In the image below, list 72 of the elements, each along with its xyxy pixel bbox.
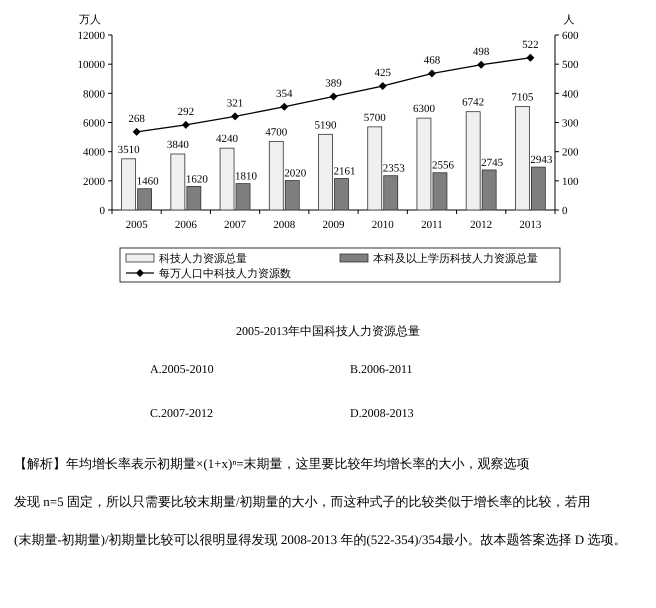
point xyxy=(231,112,240,120)
data-label: 321 xyxy=(226,97,244,110)
data-label: 468 xyxy=(424,54,441,66)
legend-label: 每万人口中科技人力资源数 xyxy=(159,267,291,280)
data-label: 2943 xyxy=(530,154,553,166)
y-tick-label: 4000 xyxy=(83,146,106,159)
y-tick-label: 6000 xyxy=(83,118,106,130)
y-tick-label: 12000 xyxy=(78,30,106,42)
data-label: 6300 xyxy=(412,103,436,116)
data-label: 5700 xyxy=(364,112,386,124)
x-tick-label: 2012 xyxy=(470,219,492,231)
data-label: 6742 xyxy=(462,96,484,109)
point xyxy=(182,120,190,129)
y-tick-label: 0 xyxy=(100,205,106,217)
data-label: 292 xyxy=(178,106,194,118)
data-label: 2020 xyxy=(284,168,307,180)
text: D.2008-2013 xyxy=(350,406,415,422)
data-label: 389 xyxy=(325,78,342,90)
x-tick-label: 2006 xyxy=(174,219,198,231)
data-label: 2745 xyxy=(481,156,504,169)
y2-tick-label: 400 xyxy=(562,88,579,100)
y-tick-label: 8000 xyxy=(83,88,106,100)
legend-label: 科技人力资源总量 xyxy=(159,252,247,265)
text: B.2006-2011 xyxy=(350,362,414,378)
text: 【解析】年均增长率表示初期量×(1+x)ⁿ=末期量，这里要比较年均增长率的大小，观察选项 xyxy=(14,455,531,473)
data-label: 522 xyxy=(522,38,539,51)
y-tick-label: 2000 xyxy=(83,176,106,188)
y2-tick-label: 300 xyxy=(562,118,579,130)
y2-tick-label: 500 xyxy=(562,59,579,72)
y2-tick-label: 600 xyxy=(562,30,579,42)
data-label: 1810 xyxy=(235,170,258,183)
point xyxy=(477,60,486,69)
text: A.2005-2010 xyxy=(150,362,215,378)
data-label: 7105 xyxy=(511,91,534,104)
text: C.2007-2012 xyxy=(150,406,214,422)
y2-tick-label: 0 xyxy=(562,205,568,217)
y2-tick-label: 100 xyxy=(562,176,579,188)
point xyxy=(526,54,534,62)
data-label: 268 xyxy=(128,112,146,125)
y-axis-title: 万人 xyxy=(79,14,101,26)
legend-label: 本科及以上学历科技人力资源总量 xyxy=(373,252,538,265)
text: 发现 n=5 固定，所以只需要比较末期量/初期量的大小，而这种式子的比较类似于增长率的比较，若用 xyxy=(14,493,592,511)
point xyxy=(428,70,436,78)
x-tick-label: 2011 xyxy=(421,219,443,231)
point xyxy=(330,92,338,101)
data-label: 425 xyxy=(374,67,392,80)
data-label: 2556 xyxy=(432,160,454,172)
data-label: 498 xyxy=(472,46,490,58)
y2-tick-label: 200 xyxy=(562,146,579,159)
point xyxy=(132,128,141,136)
data-label: 354 xyxy=(276,88,294,100)
point xyxy=(280,102,288,111)
data-label: 1620 xyxy=(186,173,208,186)
x-tick-label: 2008 xyxy=(273,219,296,231)
x-tick-label: 2005 xyxy=(126,219,148,231)
text: 2005-2013年中国科技人力资源总量 xyxy=(236,324,420,338)
y2-axis-title: 人 xyxy=(564,14,574,26)
x-tick-label: 2007 xyxy=(224,219,247,231)
point xyxy=(378,82,387,90)
data-label: 4240 xyxy=(216,133,239,146)
text: (末期量-初期量)/初期量比较可以很明显得发现 2008-2013 年的(522-354)/354最小。故本题答案选择 D 选项。 xyxy=(14,531,628,549)
x-tick-label: 2013 xyxy=(519,219,542,231)
data-label: 2353 xyxy=(382,162,406,175)
data-label: 3840 xyxy=(166,139,190,151)
data-label: 3510 xyxy=(118,144,140,156)
data-label: 1460 xyxy=(136,176,160,188)
data-label: 5190 xyxy=(314,119,337,132)
x-tick-label: 2010 xyxy=(372,219,394,231)
data-label: 4700 xyxy=(265,126,288,138)
y-tick-label: 10000 xyxy=(78,59,106,72)
data-label: 2161 xyxy=(334,165,356,178)
x-tick-label: 2009 xyxy=(322,219,345,231)
